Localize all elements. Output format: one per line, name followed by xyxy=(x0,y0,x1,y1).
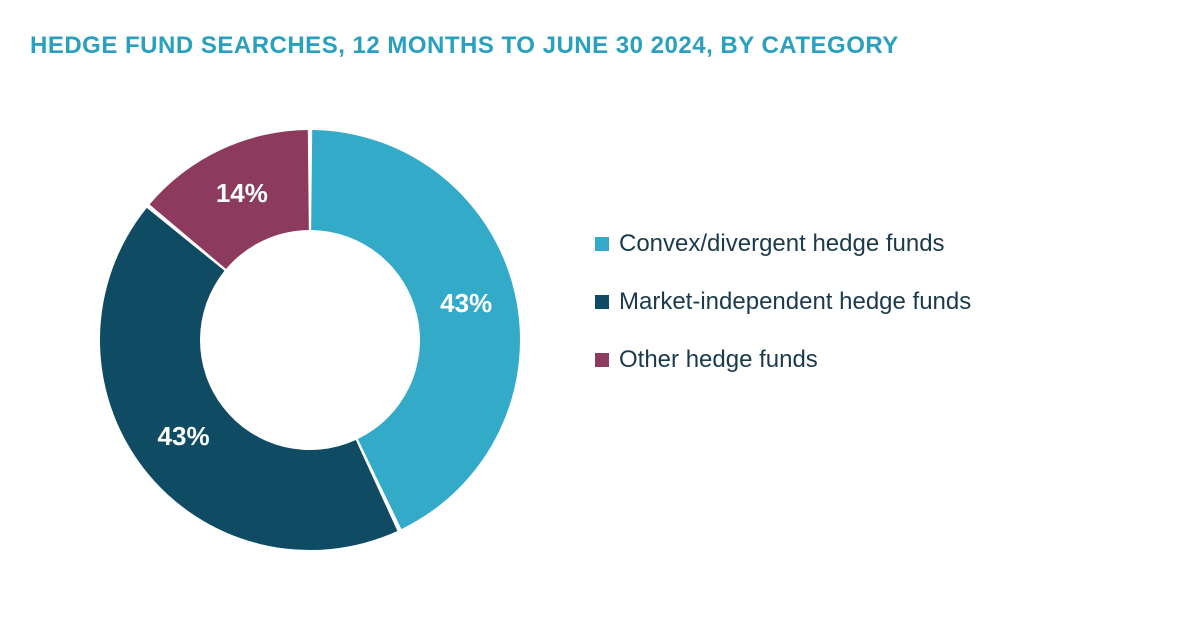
donut-chart: 43% 43% 14% xyxy=(70,100,550,580)
legend-item: Other hedge funds xyxy=(595,346,971,374)
donut-slice-label: 14% xyxy=(216,178,268,208)
donut-slice xyxy=(100,208,397,550)
legend-swatch xyxy=(595,237,609,251)
donut-slice-label: 43% xyxy=(158,421,210,451)
legend-item: Convex/divergent hedge funds xyxy=(595,230,971,258)
chart-title: HEDGE FUND SEARCHES, 12 MONTHS TO JUNE 3… xyxy=(30,32,899,60)
legend-label: Convex/divergent hedge funds xyxy=(619,230,945,258)
legend-label: Other hedge funds xyxy=(619,346,818,374)
legend-swatch xyxy=(595,353,609,367)
legend: Convex/divergent hedge funds Market-indep… xyxy=(595,230,971,374)
legend-item: Market-independent hedge funds xyxy=(595,288,971,316)
legend-label: Market-independent hedge funds xyxy=(619,288,971,316)
legend-swatch xyxy=(595,295,609,309)
donut-slice-label: 43% xyxy=(440,288,492,318)
